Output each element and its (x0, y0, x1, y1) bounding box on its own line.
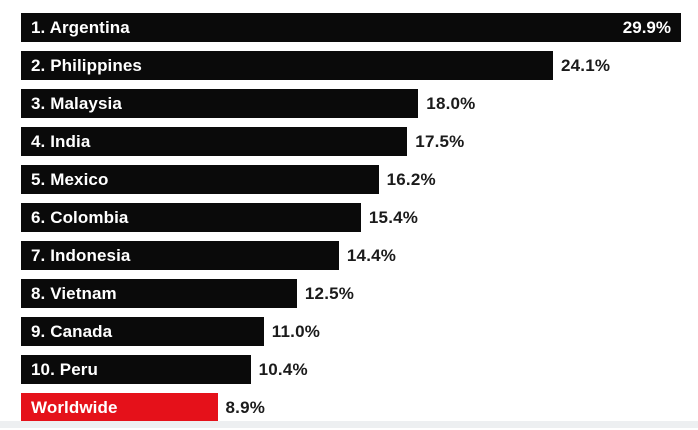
bar-row: 1. Argentina 29.9% (21, 13, 698, 42)
bar-label: 5. Mexico (31, 170, 109, 189)
bar-label: 1. Argentina (31, 18, 130, 37)
bar-value-outside: 17.5% (415, 131, 465, 151)
bar-label: 10. Peru (31, 360, 98, 379)
bar-label: 8. Vietnam (31, 284, 117, 303)
bar: 2. Philippines (21, 51, 553, 80)
bottom-edge-strip (0, 421, 698, 428)
bar-value-outside: 11.0% (271, 321, 321, 341)
bar-value-outside: 24.1% (561, 55, 611, 75)
bar-row: Worldwide 8.9% (21, 393, 698, 422)
bar-row: 8. Vietnam 12.5% (21, 279, 698, 308)
bar-label: 2. Philippines (31, 56, 142, 75)
bar-row: 2. Philippines 24.1% (21, 51, 698, 80)
bar-row: 6. Colombia 15.4% (21, 203, 698, 232)
bar-label: 7. Indonesia (31, 246, 131, 265)
bar-label: Worldwide (31, 398, 118, 417)
bar-row: 3. Malaysia 18.0% (21, 89, 698, 118)
bar-value-outside: 14.4% (346, 245, 397, 265)
bar-row: 10. Peru 10.4% (21, 355, 698, 384)
bar: 8. Vietnam (21, 279, 297, 308)
bar-row: 7. Indonesia 14.4% (21, 241, 698, 270)
bar-value-outside: 16.2% (386, 169, 436, 189)
bar: 9. Canada (21, 317, 264, 346)
bar-label: 3. Malaysia (31, 94, 122, 113)
bar-label: 6. Colombia (31, 208, 129, 227)
bar: 10. Peru (21, 355, 251, 384)
bar-label: 4. India (31, 132, 91, 151)
bar: 4. India (21, 127, 408, 156)
bar: Worldwide (21, 393, 218, 422)
bar-row: 9. Canada 11.0% (21, 317, 698, 346)
bar: 7. Indonesia (21, 241, 339, 270)
bar-row: 4. India 17.5% (21, 127, 698, 156)
bar: 6. Colombia (21, 203, 361, 232)
bar: 3. Malaysia (21, 89, 419, 118)
bar: 1. Argentina 29.9% (21, 13, 681, 42)
bar-value-outside: 12.5% (304, 283, 355, 303)
bar-value-outside: 8.9% (225, 397, 266, 417)
bar-value-inside: 29.9% (622, 18, 671, 37)
bar-row: 5. Mexico 16.2% (21, 165, 698, 194)
bar-rows: 1. Argentina 29.9% 2. Philippines 24.1% … (21, 13, 698, 430)
bar-value-outside: 18.0% (426, 93, 476, 113)
bar-value-outside: 10.4% (258, 359, 308, 379)
bar-value-outside: 15.4% (368, 207, 419, 227)
bar: 5. Mexico (21, 165, 379, 194)
bar-label: 9. Canada (31, 322, 113, 341)
